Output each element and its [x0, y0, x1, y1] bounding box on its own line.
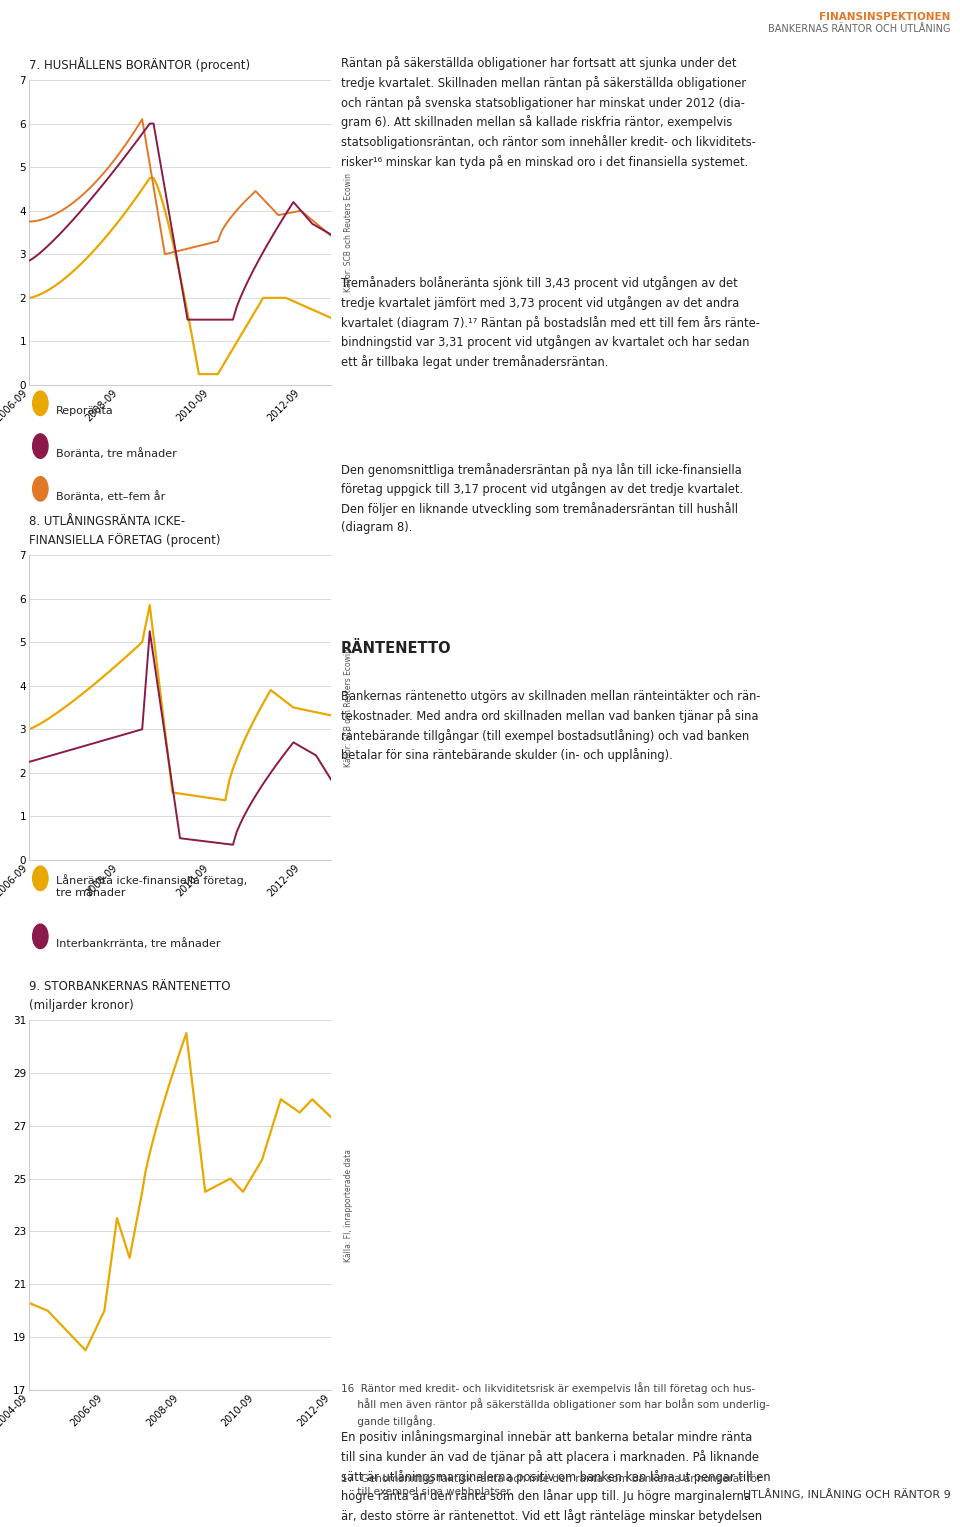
Text: Källor: SCB och Reuters Ecowin: Källor: SCB och Reuters Ecowin	[344, 173, 353, 292]
Text: 17  Genomsnittlig faktisk ränta och inte den ränta som bankerna annonserar för
 : 17 Genomsnittlig faktisk ränta och inte …	[341, 1474, 761, 1496]
Text: FINANSIELLA FÖRETAG (procent): FINANSIELLA FÖRETAG (procent)	[29, 533, 220, 547]
Text: Källor: SCB och Reuters Ecowin: Källor: SCB och Reuters Ecowin	[344, 647, 353, 767]
Text: 7. HUSHÅLLENS BORÄNTOR (procent): 7. HUSHÅLLENS BORÄNTOR (procent)	[29, 58, 250, 72]
Text: UTLÅNING, INLÅNING OCH RÄNTOR 9: UTLÅNING, INLÅNING OCH RÄNTOR 9	[743, 1489, 950, 1500]
Text: Bankernas räntenetto utgörs av skillnaden mellan ränteintäkter och rän-
tekostna: Bankernas räntenetto utgörs av skillnade…	[341, 690, 760, 762]
Text: 8. UTLÅNINGSRÄNTA ICKE-: 8. UTLÅNINGSRÄNTA ICKE-	[29, 515, 185, 527]
Text: Reporänta: Reporänta	[56, 406, 113, 415]
Text: FINANSINSPEKTIONEN: FINANSINSPEKTIONEN	[819, 12, 950, 23]
Text: BANKERNAS RÄNTOR OCH UTLÅNING: BANKERNAS RÄNTOR OCH UTLÅNING	[768, 24, 950, 35]
Text: Källa: FI, inrapporterade data: Källa: FI, inrapporterade data	[344, 1148, 353, 1261]
Text: Tremånaders bolåneränta sjönk till 3,43 procent vid utgången av det
tredje kvart: Tremånaders bolåneränta sjönk till 3,43 …	[341, 276, 759, 370]
Text: Den genomsnittliga tremånadersräntan på nya lån till icke-finansiella
företag up: Den genomsnittliga tremånadersräntan på …	[341, 463, 743, 534]
Text: Låneränta icke-finansiella företag,
tre månader: Låneränta icke-finansiella företag, tre …	[56, 873, 247, 898]
Text: Räntan på säkerställda obligationer har fortsatt att sjunka under det
tredje kva: Räntan på säkerställda obligationer har …	[341, 56, 756, 169]
Text: Boränta, ett–fem år: Boränta, ett–fem år	[56, 492, 165, 502]
Text: 16  Räntor med kredit- och likviditetsrisk är exempelvis lån till företag och hu: 16 Räntor med kredit- och likviditetsris…	[341, 1382, 769, 1426]
Text: Boränta, tre månader: Boränta, tre månader	[56, 449, 177, 460]
Text: En positiv inlåningsmarginal innebär att bankerna betalar mindre ränta
till sina: En positiv inlåningsmarginal innebär att…	[341, 1431, 771, 1527]
Text: RÄNTENETTO: RÄNTENETTO	[341, 641, 451, 657]
Text: 9. STORBANKERNAS RÄNTENETTO: 9. STORBANKERNAS RÄNTENETTO	[29, 979, 230, 993]
Text: Interbankrränta, tre månader: Interbankrränta, tre månader	[56, 939, 220, 950]
Text: (miljarder kronor): (miljarder kronor)	[29, 999, 133, 1012]
